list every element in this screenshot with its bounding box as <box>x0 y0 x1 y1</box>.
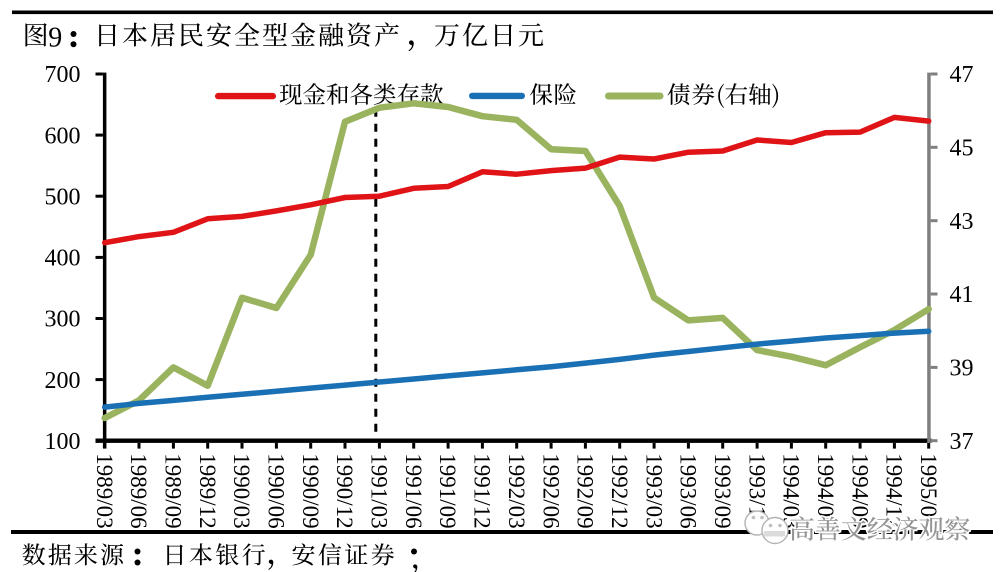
svg-text:1991/06: 1991/06 <box>401 453 426 528</box>
svg-text:43: 43 <box>950 209 974 235</box>
svg-text:1993/06: 1993/06 <box>676 453 701 528</box>
svg-text:39: 39 <box>950 356 974 382</box>
svg-text:1990/06: 1990/06 <box>264 453 289 528</box>
svg-text:1992/06: 1992/06 <box>538 453 563 528</box>
svg-text:500: 500 <box>45 184 81 210</box>
svg-text:300: 300 <box>45 307 81 333</box>
svg-text:700: 700 <box>45 62 81 88</box>
svg-text:1992/03: 1992/03 <box>504 453 529 528</box>
svg-text:45: 45 <box>950 136 974 162</box>
svg-text:9: 9 <box>48 22 62 53</box>
svg-text:600: 600 <box>45 123 81 149</box>
svg-text:100: 100 <box>45 429 81 455</box>
svg-text:1993/09: 1993/09 <box>710 453 735 528</box>
svg-text:1991/09: 1991/09 <box>435 453 460 528</box>
svg-text:47: 47 <box>950 62 974 88</box>
svg-text:37: 37 <box>950 429 974 455</box>
svg-text:1994/12: 1994/12 <box>882 453 907 528</box>
svg-text:1990/03: 1990/03 <box>229 453 254 528</box>
svg-text:200: 200 <box>45 368 81 394</box>
svg-text:1990/09: 1990/09 <box>298 453 323 528</box>
svg-text:400: 400 <box>45 246 81 272</box>
svg-text:1993/03: 1993/03 <box>641 453 666 528</box>
svg-text:1989/12: 1989/12 <box>195 453 220 528</box>
svg-text:1990/12: 1990/12 <box>332 453 357 528</box>
svg-text:1992/09: 1992/09 <box>573 453 598 528</box>
svg-text:1989/06: 1989/06 <box>126 453 151 528</box>
svg-text:1995/03: 1995/03 <box>916 453 941 528</box>
svg-text:1989/03: 1989/03 <box>92 453 117 528</box>
svg-text:1991/03: 1991/03 <box>367 453 392 528</box>
svg-text:1992/12: 1992/12 <box>607 453 632 528</box>
svg-text:1991/12: 1991/12 <box>470 453 495 528</box>
svg-text:41: 41 <box>950 282 974 308</box>
svg-text:1989/09: 1989/09 <box>161 453 186 528</box>
